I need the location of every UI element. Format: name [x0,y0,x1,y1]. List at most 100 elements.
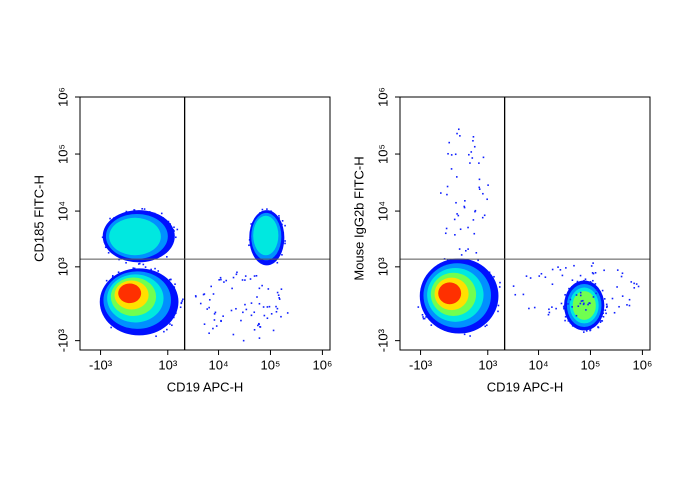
event-dot [498,286,501,288]
event-dot [473,145,476,148]
event-dot [281,254,283,256]
event-dot [616,269,619,271]
event-dot [423,317,426,320]
event-dot [601,289,604,292]
event-dot [575,314,578,317]
event-dot [231,287,233,290]
event-dot [497,304,500,307]
event-dot [591,272,594,274]
event-dot [579,274,582,277]
event-dot [633,282,635,285]
event-dot [440,192,442,194]
event-dot [464,200,466,202]
event-dot [600,320,602,322]
x-axis-title: CD19 APC-H [487,379,564,394]
event-dot [473,232,476,235]
event-dot [208,306,210,309]
event-dot [583,331,585,333]
event-dot [232,276,235,279]
y-tick-label: 10⁵ [55,144,70,164]
event-dot [626,304,628,306]
plot-area [99,207,289,342]
event-dot [620,275,623,278]
plot-frame [79,96,331,351]
event-dot [206,308,209,310]
event-dot [548,308,550,311]
event-dot [255,274,258,277]
event-dot [455,201,457,204]
event-dot [616,286,618,288]
event-dot [225,279,228,282]
event-dot [633,287,636,289]
event-dot [249,278,252,280]
event-dot [457,214,460,217]
event-dot [244,279,246,281]
event-dot [219,276,222,279]
event-dot [559,269,562,271]
event-dot [215,325,218,327]
event-dot [544,276,547,279]
event-dot [250,314,253,317]
event-dot [580,300,583,302]
y-tick-label: 10⁴ [375,201,390,221]
event-dot [168,278,171,281]
event-dot [579,302,582,305]
population [101,207,179,266]
event-dot [256,296,258,298]
event-dot [446,185,449,188]
event-dot [278,297,280,299]
event-dot [590,265,593,267]
event-dot [589,329,592,331]
event-dot [278,217,280,219]
event-dot [613,311,616,314]
event-dot [597,326,600,329]
event-dot [112,275,114,277]
x-axis-title: CD19 APC-H [167,379,244,394]
event-dot [478,178,481,181]
event-dot [512,285,515,287]
y-tick-label: 10⁴ [55,201,70,221]
plot-area [417,128,640,337]
event-dot [575,294,578,296]
event-dot [137,263,140,265]
event-dot [284,224,286,227]
event-dot [176,228,179,231]
event-dot [472,219,475,221]
event-dot [486,198,488,201]
event-dot [275,305,277,308]
event-dot [571,306,573,308]
event-dot [235,273,238,276]
event-dot [117,271,120,274]
density-level [438,282,462,305]
event-dot [261,208,264,211]
event-dot [199,302,202,305]
event-dot [236,271,238,274]
event-dot [447,152,449,155]
event-dot [170,278,172,281]
event-dot [218,279,220,281]
event-dot [474,209,477,212]
event-dot [618,305,620,308]
event-dot [547,313,550,316]
y-tick-label: -10³ [375,328,390,352]
density-level [118,283,142,304]
event-dot [497,310,499,313]
event-dot [589,281,592,283]
x-tick-label: -10³ [409,357,433,372]
event-dot [563,305,565,308]
event-dot [459,135,461,137]
population [417,258,501,337]
event-dot [132,267,135,269]
event-dot [557,266,559,268]
population [562,279,608,333]
event-dot [538,275,541,277]
event-dot [179,306,182,309]
event-dot [266,306,269,308]
y-tick-label: 10³ [375,257,390,276]
event-dot [125,261,127,264]
event-dot [266,208,268,210]
event-dot [208,332,210,335]
event-dot [605,306,608,309]
event-dot [212,293,215,295]
